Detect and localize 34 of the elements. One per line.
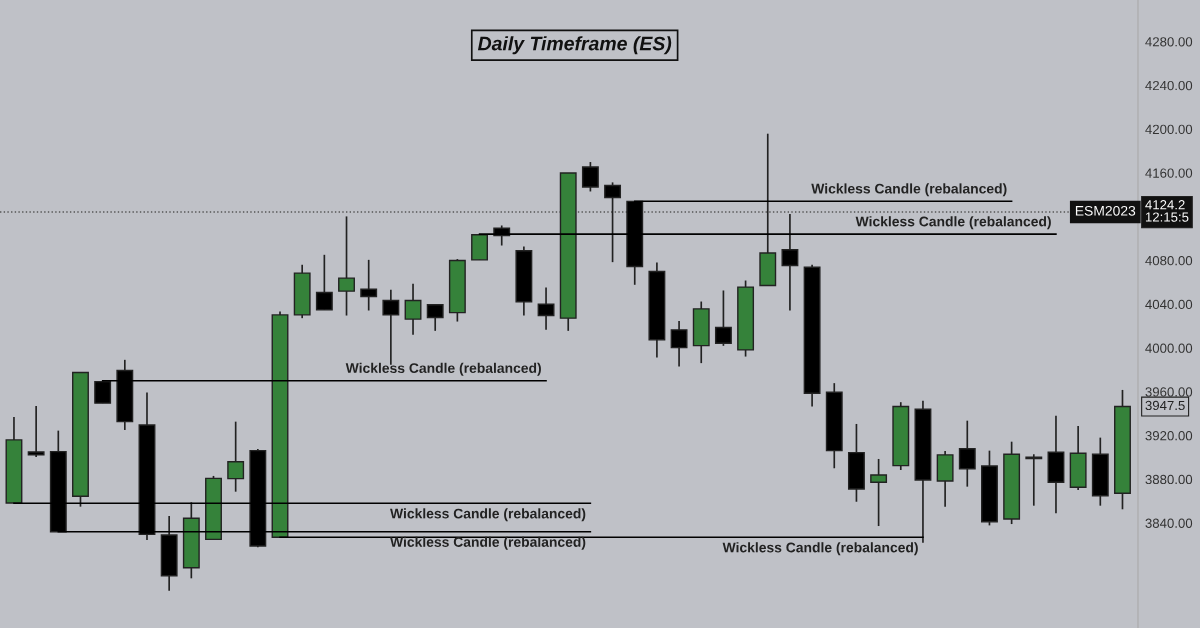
candlestick — [338, 215, 355, 317]
candlestick — [870, 458, 888, 527]
ref-line-label: ESM2023 — [1075, 205, 1136, 216]
series-label: Wickless Candle (rebalanced) — [390, 508, 586, 522]
series-label: Wickless Candle (rebalanced) — [345, 362, 541, 376]
candlestick — [360, 259, 378, 312]
y-tick-label: 3920.00 — [1145, 431, 1193, 441]
candlestick — [670, 320, 688, 368]
y-tick-label: 4160.00 — [1145, 168, 1193, 178]
text: 3947.5 — [1145, 400, 1185, 411]
text: 4124.2 12:15:5 — [1145, 200, 1189, 222]
y-tick-label: 3960.00 — [1145, 387, 1193, 397]
series-label: Wickless Candle (rebalanced) — [390, 536, 586, 550]
candlestick — [404, 282, 422, 336]
y-tick-label: 4280.00 — [1145, 37, 1193, 47]
candlestick — [27, 405, 45, 458]
candlestick — [315, 253, 333, 311]
candlestick — [581, 161, 599, 193]
y-tick-label: 4040.00 — [1145, 299, 1193, 310]
candlestick — [958, 419, 976, 488]
y-tick-label: 4240.00 — [1145, 80, 1193, 91]
y-tick-label: 4200.00 — [1145, 124, 1193, 135]
candlestick — [426, 303, 444, 332]
series-label: Wickless Candle (rebalanced) — [855, 216, 1051, 230]
candlestick — [537, 286, 555, 331]
candlestick — [714, 289, 732, 347]
series-label: Wickless Candle (rebalanced) — [811, 183, 1007, 197]
series-label: Wickless Candle (rebalanced) — [722, 542, 918, 556]
y-tick-label: 3880.00 — [1145, 474, 1193, 485]
candlestick — [227, 420, 245, 493]
y-tick-label: 4000.00 — [1145, 343, 1193, 353]
y-tick-label: 4080.00 — [1145, 255, 1193, 266]
text: Daily Timeframe (ES) — [477, 36, 672, 55]
y-tick-label: 3840.00 — [1145, 518, 1193, 528]
